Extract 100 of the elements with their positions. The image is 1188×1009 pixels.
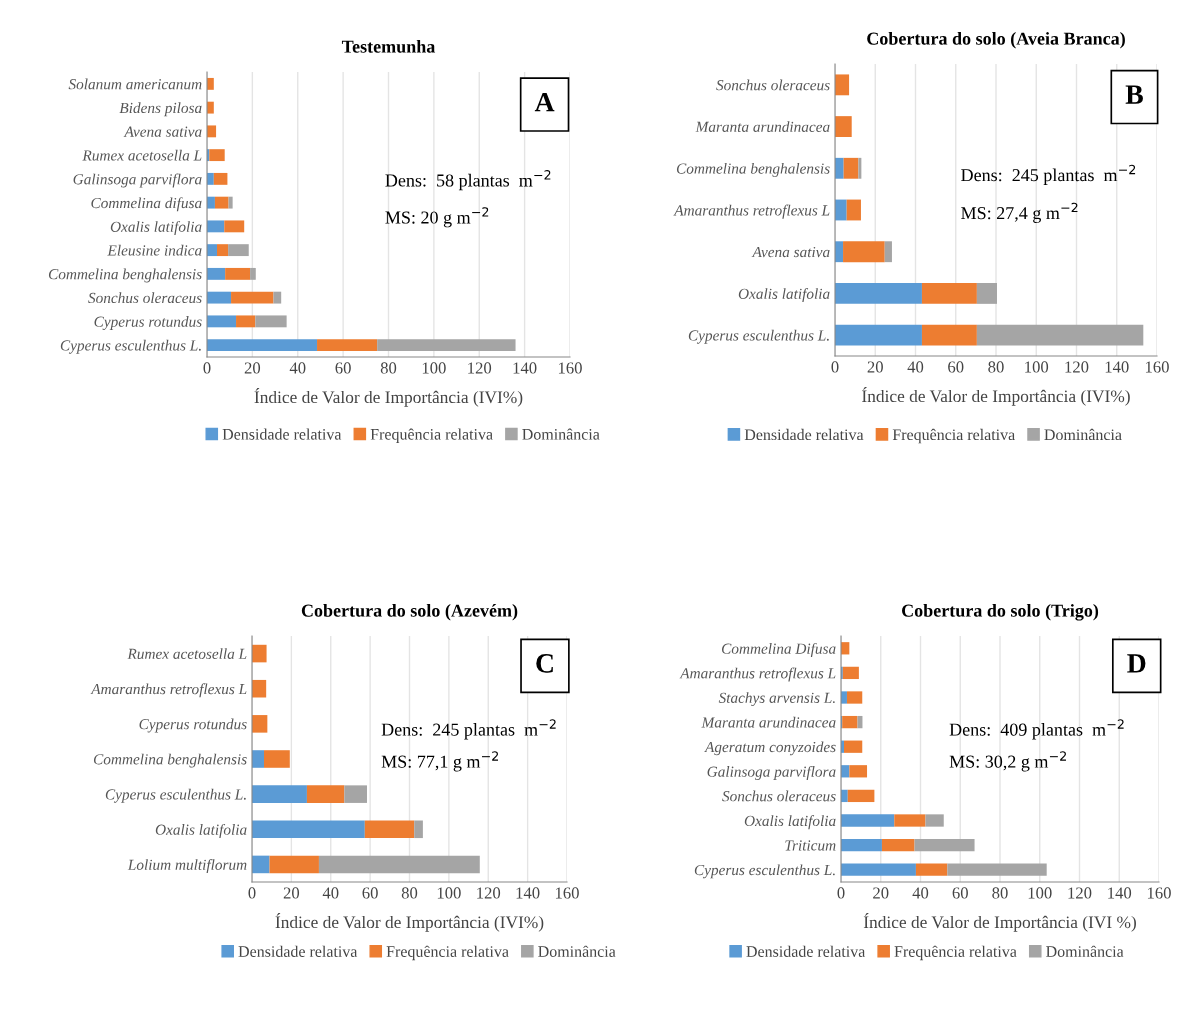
y-tick-label: Commelina benghalensis xyxy=(48,268,202,283)
x-tick-label: 160 xyxy=(1147,887,1171,899)
legend-label: Frequência relativa xyxy=(892,428,1015,444)
legend-label: Frequência relativa xyxy=(894,945,1017,961)
y-tick-label: Cyperus rotundus xyxy=(94,316,202,330)
y-tick-label: Galinsoga parviflora xyxy=(73,173,202,188)
x-tick-label: 20 xyxy=(867,361,883,373)
x-tick-label: 60 xyxy=(335,362,351,374)
x-tick-label: 80 xyxy=(988,361,1004,373)
y-tick-label: Stachys arvensis L. xyxy=(718,692,835,707)
y-tick-label: Cyperus esculenthus L. xyxy=(688,329,829,344)
annotation: Dens: 245 plantas m$^{−2}$ xyxy=(961,164,1136,185)
x-tick-label: 20 xyxy=(283,887,300,899)
y-tick-label: Triticum xyxy=(785,840,836,851)
y-tick-label: Avena sativa xyxy=(751,246,830,258)
y-tick-label: Amaranthus retroflexus L xyxy=(90,683,247,698)
x-tick-label: 0 xyxy=(837,887,845,899)
x-axis-title: Índice de Valor de Importância (IVI%) xyxy=(275,913,544,932)
y-tick-label: Oxalis latifolia xyxy=(744,815,836,830)
x-tick-label: 40 xyxy=(289,362,306,374)
x-tick-label: 0 xyxy=(248,887,256,899)
x-tick-label: 0 xyxy=(203,362,211,374)
y-tick-label: Lolium multiflorum xyxy=(127,859,247,874)
x-tick-label: 140 xyxy=(513,362,537,374)
x-tick-label: 20 xyxy=(873,887,889,899)
x-tick-label: 120 xyxy=(1065,361,1089,373)
x-tick-label: 120 xyxy=(468,362,492,374)
annotation: MS: 20 g m$^{−2}$ xyxy=(385,207,489,228)
annotation: A xyxy=(534,92,555,112)
y-tick-label: Ageratum conyzoides xyxy=(704,741,836,756)
y-tick-label: Cyperus esculenthus L. xyxy=(60,339,201,354)
x-tick-label: 100 xyxy=(422,362,446,374)
y-tick-label: Amaranthus retroflexus L xyxy=(673,204,830,219)
x-tick-label: 80 xyxy=(401,887,418,899)
legend-label: Densidade relativa xyxy=(744,428,864,441)
annotation: B xyxy=(1125,85,1143,104)
y-tick-label: Maranta arundinacea xyxy=(695,121,830,133)
chart-title: Cobertura do solo (Azevém) xyxy=(301,604,518,621)
legend-label: Dominância xyxy=(538,945,616,957)
chart-title: Cobertura do solo (Trigo) xyxy=(902,604,1099,621)
x-tick-label: 40 xyxy=(912,887,929,899)
x-axis-title: Índice de Valor de Importância (IVI%) xyxy=(862,387,1130,406)
x-tick-label: 20 xyxy=(244,362,261,374)
y-tick-label: Commelina benghalensis xyxy=(676,162,830,177)
y-tick-label: Galinsoga parviflora xyxy=(707,765,836,780)
y-tick-label: Avena sativa xyxy=(123,126,202,137)
annotation: D xyxy=(1127,654,1146,673)
annotation: MS: 27,4 g m$^{−2}$ xyxy=(961,202,1078,223)
y-tick-label: Cyperus esculenthus L. xyxy=(105,788,246,803)
y-tick-label: Sonchus oleraceus xyxy=(88,292,202,304)
x-tick-label: 100 xyxy=(437,887,461,899)
x-tick-label: 140 xyxy=(1108,887,1132,899)
chart-title: Testemunha xyxy=(341,40,436,53)
legend-label: Dominância xyxy=(1046,945,1124,957)
annotation: C xyxy=(536,654,553,673)
x-tick-label: 120 xyxy=(477,887,501,899)
annotation: Dens: 245 plantas m$^{−2}$ xyxy=(381,719,556,740)
y-tick-label: Cyperus rotundus xyxy=(139,718,247,733)
x-tick-label: 160 xyxy=(558,362,582,374)
y-tick-label: Oxalis latifolia xyxy=(738,288,830,303)
legend-label: Frequência relativa xyxy=(386,945,509,961)
y-tick-label: Eleusine indica xyxy=(107,244,202,256)
legend-label: Densidade relativa xyxy=(222,428,342,440)
x-tick-label: 160 xyxy=(555,887,579,899)
legend-label: Densidade relativa xyxy=(238,945,358,957)
annotation: Dens: 58 plantas m$^{−2}$ xyxy=(385,170,551,191)
x-tick-label: 120 xyxy=(1068,887,1092,899)
legend-label: Frequência relativa xyxy=(370,428,493,443)
chart-title: Cobertura do solo (Aveia Branca) xyxy=(867,32,1125,49)
x-tick-label: 100 xyxy=(1025,361,1049,373)
y-tick-label: Rumex acetosella L xyxy=(127,648,247,660)
legend-label: Dominância xyxy=(1044,428,1122,441)
legend-label: Densidade relativa xyxy=(746,945,866,957)
y-tick-label: Sonchus oleraceus xyxy=(716,79,830,91)
x-tick-label: 160 xyxy=(1145,361,1169,373)
x-tick-label: 100 xyxy=(1028,887,1052,899)
x-tick-label: 140 xyxy=(516,887,540,899)
x-tick-label: 0 xyxy=(831,361,839,373)
x-tick-label: 40 xyxy=(907,361,924,373)
x-axis-title: Índice de Valor de Importância (IVI %) xyxy=(863,913,1136,932)
x-tick-label: 140 xyxy=(1105,361,1129,373)
y-tick-label: Rumex acetosella L xyxy=(82,149,202,161)
legend-label: Dominância xyxy=(522,428,600,440)
x-tick-label: 40 xyxy=(322,887,339,899)
x-tick-label: 80 xyxy=(380,362,397,374)
y-tick-label: Oxalis latifolia xyxy=(155,823,247,838)
annotation: MS: 30,2 g m$^{−2}$ xyxy=(949,751,1066,772)
y-tick-label: Oxalis latifolia xyxy=(110,221,202,236)
x-axis-title: Índice de Valor de Importância (IVI%) xyxy=(254,388,523,407)
y-tick-label: Commelina benghalensis xyxy=(93,753,247,768)
y-tick-label: Sonchus oleraceus xyxy=(722,790,836,802)
x-tick-label: 60 xyxy=(952,887,968,899)
x-tick-label: 60 xyxy=(362,887,378,899)
y-tick-label: Amaranthus retroflexus L xyxy=(679,667,836,682)
y-tick-label: Cyperus esculenthus L. xyxy=(694,864,835,879)
y-tick-label: Bidens pilosa xyxy=(119,102,202,117)
x-tick-label: 60 xyxy=(948,361,964,373)
annotation: MS: 77,1 g m$^{−2}$ xyxy=(381,751,499,772)
y-tick-label: Commelina Difusa xyxy=(721,642,836,657)
y-tick-label: Commelina difusa xyxy=(91,197,202,212)
